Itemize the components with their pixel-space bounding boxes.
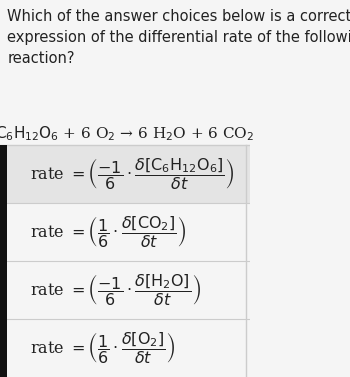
Bar (0, 261, 7, 319)
Bar (0, 145, 7, 203)
Text: $\mathrm{C_6H_{12}O_6}$ + 6 O$_2$ → 6 H$_2$O + 6 CO$_2$: $\mathrm{C_6H_{12}O_6}$ + 6 O$_2$ → 6 H$… (0, 124, 254, 143)
Text: rate $= \left(\dfrac{-1}{6} \cdot \dfrac{\delta[\mathrm{C_6H_{12}O_6}]}{\delta t: rate $= \left(\dfrac{-1}{6} \cdot \dfrac… (30, 156, 235, 192)
Bar (0, 319, 7, 377)
Text: Which of the answer choices below is a correct
expression of the differential ra: Which of the answer choices below is a c… (7, 9, 350, 66)
Text: rate $= \left(\dfrac{1}{6} \cdot \dfrac{\delta[\mathrm{O_2}]}{\delta t}\right)$: rate $= \left(\dfrac{1}{6} \cdot \dfrac{… (30, 330, 176, 366)
Text: rate $= \left(\dfrac{1}{6} \cdot \dfrac{\delta[\mathrm{CO_2}]}{\delta t}\right)$: rate $= \left(\dfrac{1}{6} \cdot \dfrac{… (30, 214, 187, 250)
Bar (0, 145, 250, 203)
Bar (0, 203, 7, 261)
Text: rate $= \left(\dfrac{-1}{6} \cdot \dfrac{\delta[\mathrm{H_2O}]}{\delta t}\right): rate $= \left(\dfrac{-1}{6} \cdot \dfrac… (30, 272, 201, 308)
